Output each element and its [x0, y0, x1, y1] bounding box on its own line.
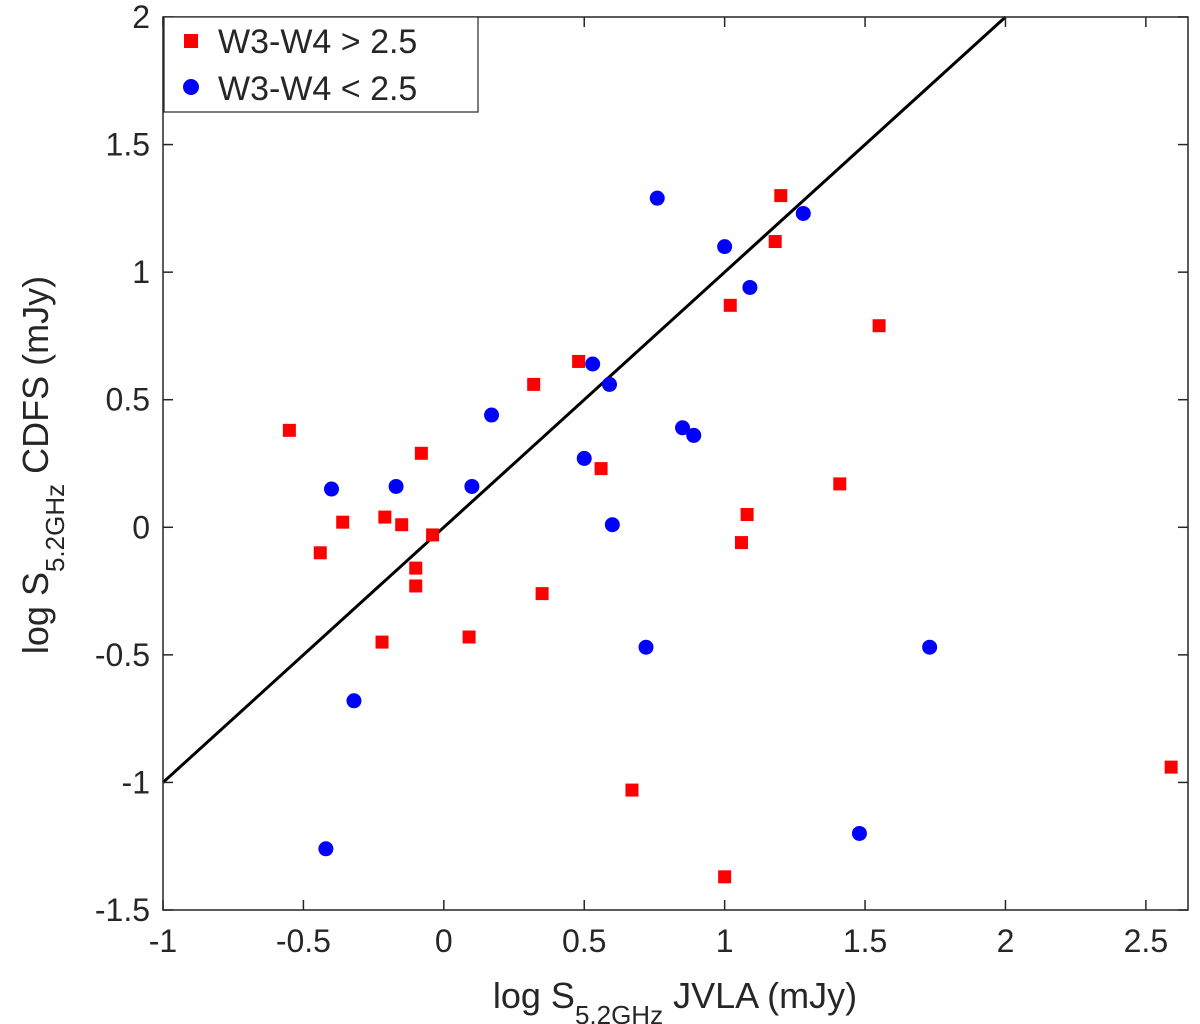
plot-area-frame — [162, 16, 1189, 911]
y-tick-label: -1 — [122, 764, 150, 800]
red-square-point — [426, 528, 440, 542]
x-tick-label: 0.5 — [562, 923, 606, 959]
red-square-point — [378, 510, 392, 524]
red-square-point — [625, 783, 639, 797]
red-square-point — [535, 587, 549, 601]
blue-circle-point — [388, 478, 404, 494]
x-tick-label: 2 — [997, 923, 1015, 959]
red-square-point — [414, 446, 428, 460]
x-tick-label: 0 — [435, 923, 453, 959]
legend-square-marker — [184, 34, 198, 48]
legend-circle-marker — [183, 79, 199, 95]
red-square-point — [462, 630, 476, 644]
x-tick-label: 1 — [716, 923, 734, 959]
red-square-point — [723, 298, 737, 312]
blue-circle-point — [922, 639, 938, 655]
y-tick-label: 1.5 — [106, 127, 150, 163]
x-tick-label: 1.5 — [843, 923, 887, 959]
y-tick-label: 2 — [132, 0, 150, 35]
blue-circle-point — [318, 841, 334, 857]
blue-circle-point — [649, 190, 665, 206]
blue-circle-point — [602, 376, 618, 392]
red-square-point — [375, 635, 389, 649]
red-square-point — [336, 515, 350, 529]
x-tick-label: -0.5 — [276, 923, 331, 959]
y-tick-label: 0.5 — [106, 382, 150, 418]
red-square-point — [395, 518, 409, 532]
series-square-group — [282, 189, 1178, 884]
y-tick-label: -1.5 — [95, 892, 150, 928]
red-square-point — [718, 870, 732, 884]
x-tick-label: 2.5 — [1124, 923, 1168, 959]
legend-label-blue-circles: W3-W4 < 2.5 — [218, 70, 417, 108]
blue-circle-point — [795, 205, 811, 221]
legend-label-red-squares: W3-W4 > 2.5 — [218, 23, 417, 61]
red-square-point — [872, 319, 886, 333]
red-square-point — [594, 462, 608, 476]
blue-circle-point — [851, 825, 867, 841]
red-square-point — [768, 235, 782, 249]
red-square-point — [774, 189, 788, 203]
y-tick-label: 1 — [132, 254, 150, 290]
blue-circle-point — [585, 356, 601, 372]
blue-circle-point — [346, 693, 362, 709]
legend: W3-W4 > 2.5 W3-W4 < 2.5 — [163, 16, 479, 113]
red-square-point — [1164, 760, 1178, 774]
y-tick-label: 0 — [132, 509, 150, 545]
x-axis-label: log S5.2GHz JVLA (mJy) — [493, 975, 857, 1024]
blue-circle-point — [464, 478, 480, 494]
red-square-point — [833, 477, 847, 491]
blue-circle-point — [604, 517, 620, 533]
x-tick-label: -1 — [149, 923, 177, 959]
blue-circle-point — [686, 427, 702, 443]
one-to-one-reference-line — [161, 15, 1007, 784]
red-square-point — [409, 561, 423, 575]
red-square-point — [740, 508, 754, 522]
series-circle-group — [318, 190, 938, 857]
red-square-point — [313, 546, 327, 560]
red-square-point — [734, 536, 748, 550]
y-tick-label: -0.5 — [95, 637, 150, 673]
blue-circle-point — [675, 420, 691, 436]
blue-circle-point — [576, 450, 592, 466]
blue-circle-point — [323, 481, 339, 497]
red-square-point — [282, 423, 296, 437]
blue-circle-point — [638, 639, 654, 655]
y-axis-label: log S5.2GHz CDFS (mJy) — [15, 276, 70, 654]
red-square-point — [527, 377, 541, 391]
blue-circle-point — [717, 239, 733, 255]
legend-frame — [163, 16, 479, 113]
red-square-point — [409, 579, 423, 593]
red-square-point — [572, 354, 586, 368]
blue-circle-point — [484, 407, 500, 423]
blue-circle-point — [742, 279, 758, 295]
